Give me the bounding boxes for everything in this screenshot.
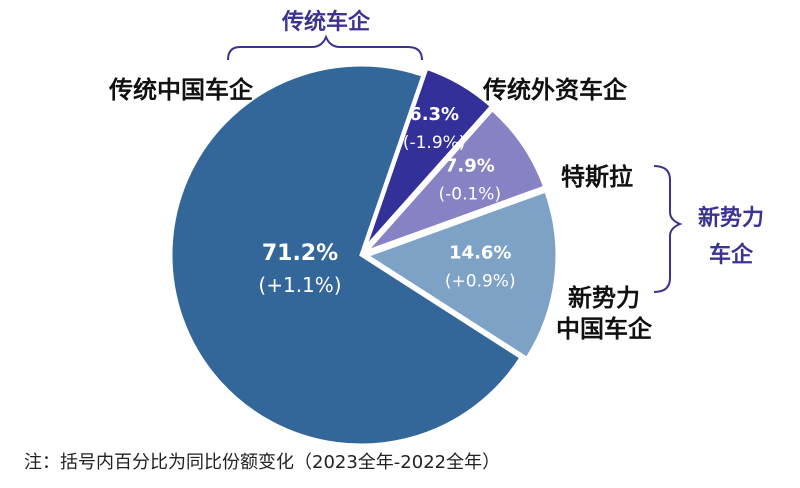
change-label-new-force-chinese: (+0.9%) bbox=[445, 271, 516, 291]
pie-value-labels: 6.3% (-1.9%)7.9% (-0.1%) 14.6% (+0.9%) 71.2% (… bbox=[258, 104, 515, 297]
traditional-group-bracket bbox=[227, 34, 423, 61]
change-label-tesla: (-0.1%) bbox=[439, 184, 502, 204]
pie-slice-tesla bbox=[364, 107, 547, 254]
pie-slice-traditional-chinese bbox=[169, 63, 523, 447]
pie-slice-traditional-foreign bbox=[363, 66, 494, 250]
category-label-traditional-foreign: 传统外资车企 bbox=[482, 76, 628, 104]
change-label-traditional-chinese: (+1.1%) bbox=[258, 273, 341, 297]
pie-slice-new-force-chinese bbox=[363, 189, 559, 361]
value-label-traditional-chinese: 71.2% bbox=[262, 241, 338, 266]
group-label-new-force-line2: 车企 bbox=[709, 242, 754, 268]
chart-labels: 传统车企 新势力 车企 传统中国车企 传统外资车企 特斯拉 新势力 中国车企 bbox=[108, 9, 764, 343]
group-label-new-force-line1: 新势力 bbox=[698, 205, 764, 231]
change-label-traditional-foreign: (-1.9%) bbox=[403, 133, 466, 153]
new-force-group-bracket bbox=[653, 165, 683, 293]
pie-slices bbox=[169, 63, 559, 447]
value-label-tesla: 7.9% bbox=[445, 155, 495, 176]
category-label-tesla: 特斯拉 bbox=[561, 163, 633, 191]
footnote: 注：括号内百分比为同比份额变化（2023全年-2022全年） bbox=[24, 452, 501, 473]
category-label-new-force-line1: 新势力 bbox=[568, 284, 640, 312]
category-label-traditional-chinese: 传统中国车企 bbox=[108, 76, 254, 104]
category-label-new-force-line2: 中国车企 bbox=[556, 315, 653, 343]
group-brackets bbox=[227, 34, 683, 293]
group-label-traditional: 传统车企 bbox=[281, 9, 371, 35]
value-label-traditional-foreign: 6.3% bbox=[409, 104, 459, 125]
value-label-new-force-chinese: 14.6% bbox=[449, 242, 511, 263]
